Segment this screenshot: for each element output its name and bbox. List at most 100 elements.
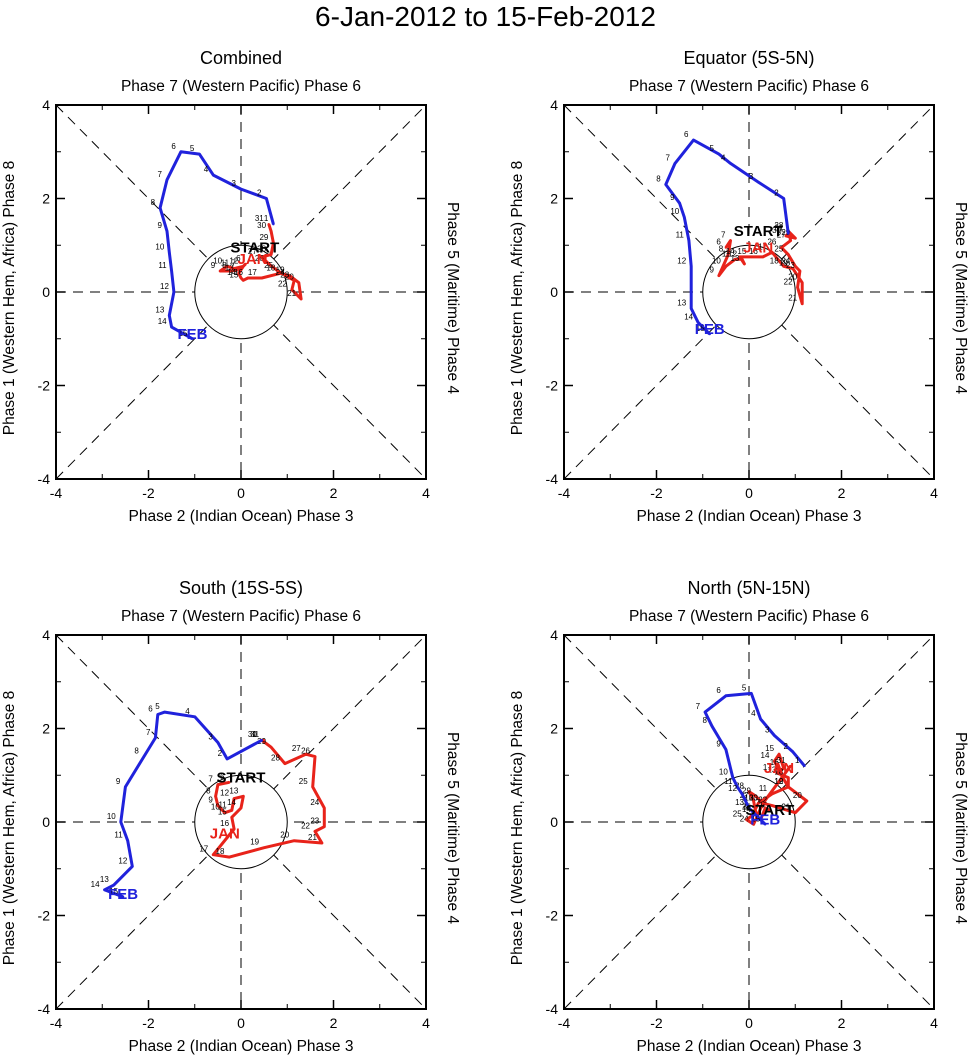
x-tick-label: 2 <box>838 1015 846 1031</box>
data-point <box>791 267 795 270</box>
day-label: 9 <box>211 261 216 270</box>
day-label: 10 <box>712 256 721 265</box>
data-point <box>770 804 774 807</box>
x-tick-label: 0 <box>237 485 245 501</box>
y-tick-label: -4 <box>546 471 559 487</box>
day-label: 19 <box>276 266 285 275</box>
data-point <box>214 795 217 798</box>
day-label: 25 <box>299 777 308 786</box>
data-point <box>230 269 233 273</box>
left-axis-label: Phase 1 (Western Hem, Africa) Phase 8 <box>1 161 18 436</box>
day-label: 7 <box>721 231 726 240</box>
day-label: 22 <box>301 821 310 830</box>
day-label: 6 <box>716 686 721 695</box>
data-point <box>212 173 215 177</box>
day-label: 21 <box>308 833 317 842</box>
day-label: 2 <box>774 189 779 198</box>
x-tick-label: 0 <box>745 1015 753 1031</box>
data-point <box>738 255 741 259</box>
day-label: 13 <box>100 875 109 884</box>
day-label: 4 <box>204 165 209 174</box>
data-point <box>198 152 201 156</box>
day-label: 15 <box>109 887 118 896</box>
data-point <box>269 230 273 233</box>
day-label: 12 <box>728 784 737 793</box>
day-label: 11 <box>221 259 230 268</box>
data-point <box>717 152 721 156</box>
day-label: 17 <box>763 763 772 772</box>
day-label: 21 <box>287 289 296 298</box>
day-label: 7 <box>232 259 237 268</box>
month-label-feb: FEB <box>695 321 725 338</box>
day-label: 15 <box>696 324 705 333</box>
day-label: 8 <box>222 261 227 270</box>
day-label: 8 <box>206 786 211 795</box>
data-point <box>228 855 231 859</box>
data-point <box>168 251 171 254</box>
data-point <box>729 239 732 242</box>
data-point <box>761 802 765 805</box>
day-label: 13 <box>735 798 744 807</box>
data-point <box>216 741 220 744</box>
day-label: 6 <box>220 772 225 781</box>
day-label: 13 <box>767 765 776 774</box>
day-label: 14 <box>684 312 693 321</box>
data-point <box>225 265 229 268</box>
month-label-jan: JAN <box>743 239 773 256</box>
day-label: 10 <box>719 768 728 777</box>
data-point <box>757 802 760 805</box>
data-point <box>242 279 245 282</box>
start-label: START <box>734 223 783 240</box>
data-point <box>269 253 273 256</box>
day-label: 31 <box>250 730 259 739</box>
y-tick-label: 2 <box>550 191 558 207</box>
day-label: 4 <box>185 707 190 716</box>
series-line-jan <box>211 738 326 859</box>
data-point <box>158 206 162 210</box>
data-point <box>673 162 677 165</box>
day-label: 17 <box>758 242 767 251</box>
x-tick-label: -4 <box>50 485 63 501</box>
data-point <box>288 274 291 277</box>
chart-title: North (5N-15N) <box>687 578 810 598</box>
day-label: 28 <box>735 782 744 791</box>
day-label: 15 <box>229 270 238 279</box>
day-label: 27 <box>292 744 301 753</box>
x-tick-label: -4 <box>558 485 571 501</box>
day-label: 9 <box>208 796 213 805</box>
right-axis-label: Phase 5 (Maritime) Phase 4 <box>444 732 461 924</box>
day-label: 2 <box>257 189 262 198</box>
x-tick-label: -4 <box>558 1015 571 1031</box>
day-label: 6 <box>760 800 765 809</box>
day-label: 7 <box>208 775 213 784</box>
bottom-axis-label: Phase 2 (Indian Ocean) Phase 3 <box>637 508 862 525</box>
data-point <box>773 734 776 737</box>
data-point <box>794 265 797 268</box>
day-label: 9 <box>116 777 121 786</box>
day-label: 28 <box>257 245 266 254</box>
data-point <box>121 895 125 898</box>
day-label: 13 <box>229 786 238 795</box>
data-point <box>726 253 730 256</box>
chart-panel-equator: Equator (5S-5N) Phase 7 (Western Pacific)… <box>509 48 969 525</box>
data-point <box>126 839 129 842</box>
data-point <box>242 795 245 798</box>
data-point <box>239 187 243 191</box>
data-point <box>789 239 792 242</box>
x-tick-label: 2 <box>838 485 846 501</box>
data-point <box>320 841 324 845</box>
bottom-axis-label: Phase 2 (Indian Ocean) Phase 3 <box>129 508 354 525</box>
day-label: 15 <box>751 814 760 823</box>
day-label: 18 <box>774 768 783 777</box>
day-label: 10 <box>107 812 116 821</box>
day-label: 16 <box>749 247 758 256</box>
day-label: 1 <box>779 224 784 233</box>
day-label: 25 <box>264 261 273 270</box>
y-tick-label: -4 <box>38 1001 51 1017</box>
bottom-axis-label: Phase 2 (Indian Ocean) Phase 3 <box>637 1038 862 1055</box>
day-label: 14 <box>158 317 167 326</box>
data-point <box>791 750 795 754</box>
day-label: 26 <box>255 254 264 263</box>
data-point <box>269 746 273 749</box>
day-label: 9 <box>670 193 675 202</box>
